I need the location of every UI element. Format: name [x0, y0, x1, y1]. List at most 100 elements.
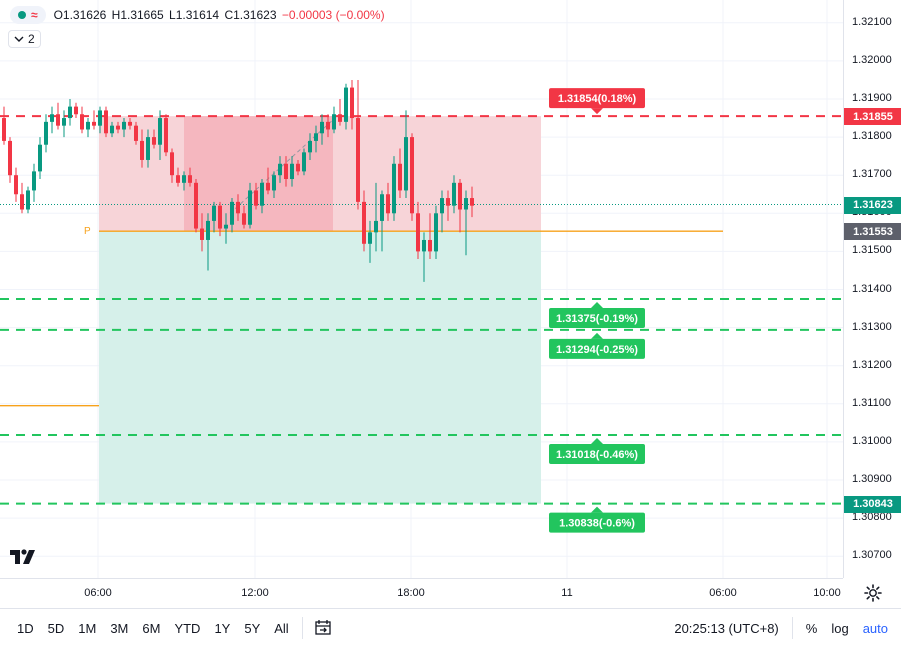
candle-body: [230, 201, 234, 225]
candle-body: [440, 198, 444, 214]
candle: [278, 156, 282, 183]
candle-body: [188, 175, 192, 183]
candle: [242, 205, 246, 229]
candle: [410, 133, 414, 221]
stop-tag: 1.31854(0.18%): [549, 88, 645, 115]
candle: [80, 106, 84, 134]
range-1y-button[interactable]: 1Y: [214, 620, 231, 636]
range-3m-button[interactable]: 3M: [110, 620, 129, 636]
candle: [266, 167, 270, 195]
candle-body: [44, 121, 48, 145]
auto-scale-toggle[interactable]: auto: [862, 620, 888, 636]
tradingview-logo-icon[interactable]: [8, 544, 38, 568]
candle-body: [422, 239, 426, 252]
candle: [122, 118, 126, 138]
candle: [176, 167, 180, 187]
candle: [230, 198, 234, 233]
price-lines: P: [0, 115, 843, 505]
tp2-tag-text: 1.31294(-0.25%): [556, 344, 638, 356]
candle-body: [212, 205, 216, 221]
indicators-toggle-button[interactable]: 2: [8, 30, 41, 48]
candle: [128, 118, 132, 130]
candle-body: [470, 198, 474, 206]
candle-body: [158, 118, 162, 145]
candle-body: [140, 140, 144, 160]
price-label: 1.31900: [852, 92, 892, 104]
range-6m-button[interactable]: 6M: [142, 620, 161, 636]
candle-body: [62, 118, 66, 126]
candle-body: [2, 118, 6, 141]
clock-timezone[interactable]: 20:25:13 (UTC+8): [674, 620, 779, 636]
candle: [326, 114, 330, 138]
candle-body: [398, 163, 402, 191]
candle-body: [80, 114, 84, 130]
candle: [356, 79, 360, 210]
candle-body: [32, 171, 36, 191]
candle-body: [50, 114, 54, 122]
wave-icon: ≈: [31, 8, 38, 22]
price-label: 1.30700: [852, 549, 892, 562]
candle-body: [206, 220, 210, 240]
symbol-status-pill[interactable]: ≈: [10, 6, 46, 24]
candle-body: [38, 144, 42, 172]
candle: [182, 171, 186, 191]
tp4-tag-bg: [549, 512, 645, 533]
candle-body: [236, 201, 240, 214]
range-1m-button[interactable]: 1M: [78, 620, 97, 636]
range-5y-button[interactable]: 5Y: [244, 620, 261, 636]
tp3-tag: 1.31018(-0.46%): [549, 438, 645, 465]
candle: [362, 190, 366, 252]
tp2-tag: 1.31294(-0.25%): [549, 332, 645, 359]
percent-scale-toggle[interactable]: %: [805, 620, 818, 636]
candle: [284, 156, 288, 187]
candle-body: [434, 213, 438, 252]
time-scale[interactable]: 06:00 12:00 18:00 11 06:00 10:00: [0, 578, 843, 608]
candle-body: [362, 201, 366, 244]
candle-body: [110, 125, 114, 134]
position-zones: [99, 116, 541, 504]
candle-body: [26, 190, 30, 210]
range-5d-button[interactable]: 5D: [47, 620, 65, 636]
price-label: 1.31400: [852, 282, 892, 295]
candle-body: [248, 190, 252, 225]
candle-body: [404, 137, 408, 191]
log-scale-toggle[interactable]: log: [831, 620, 849, 636]
candle-body: [14, 175, 18, 195]
candle: [206, 213, 210, 271]
stop-price-tag: 1.31855: [844, 108, 901, 126]
candle-body: [74, 106, 78, 115]
pivot-price-tag: 1.31553: [844, 223, 901, 241]
chart-legend: ≈ O1.31626 H1.31665 L1.31614 C1.31623 −0…: [10, 6, 387, 24]
candle: [392, 156, 396, 221]
tp2-tag-bg: [549, 338, 645, 359]
candle: [236, 194, 240, 221]
candle: [344, 83, 348, 130]
candle-body: [320, 121, 324, 134]
candle: [404, 110, 408, 199]
candle: [416, 201, 420, 260]
price-scale[interactable]: 1.32100 1.32000 1.31900 1.31800 1.31700 1.316…: [843, 0, 901, 578]
gear-icon[interactable]: [863, 583, 883, 603]
candle: [188, 167, 192, 187]
candle: [308, 133, 312, 160]
candle: [338, 99, 342, 126]
date-range-icon[interactable]: [313, 619, 333, 637]
candle-body: [242, 213, 246, 225]
candle: [386, 182, 390, 221]
range-ytd-button[interactable]: YTD: [174, 620, 201, 636]
stop-tag-bg: [549, 88, 645, 109]
candle-body: [272, 175, 276, 191]
range-all-button[interactable]: All: [274, 620, 289, 636]
candle: [452, 175, 456, 214]
chart-canvas[interactable]: P 1.31854(0.18%) 1.31375(-0.19%) 1.31294(-…: [0, 0, 843, 578]
candle: [200, 213, 204, 252]
candle-body: [350, 87, 354, 119]
take-profit-zone: [99, 231, 541, 504]
chart-pane[interactable]: P 1.31854(0.18%) 1.31375(-0.19%) 1.31294(-…: [0, 0, 843, 578]
range-1d-button[interactable]: 1D: [17, 620, 34, 636]
stop-tag-pointer: [591, 108, 603, 115]
candle: [302, 148, 306, 176]
candle: [158, 110, 162, 160]
candle: [8, 137, 12, 183]
candle-body: [218, 205, 222, 229]
